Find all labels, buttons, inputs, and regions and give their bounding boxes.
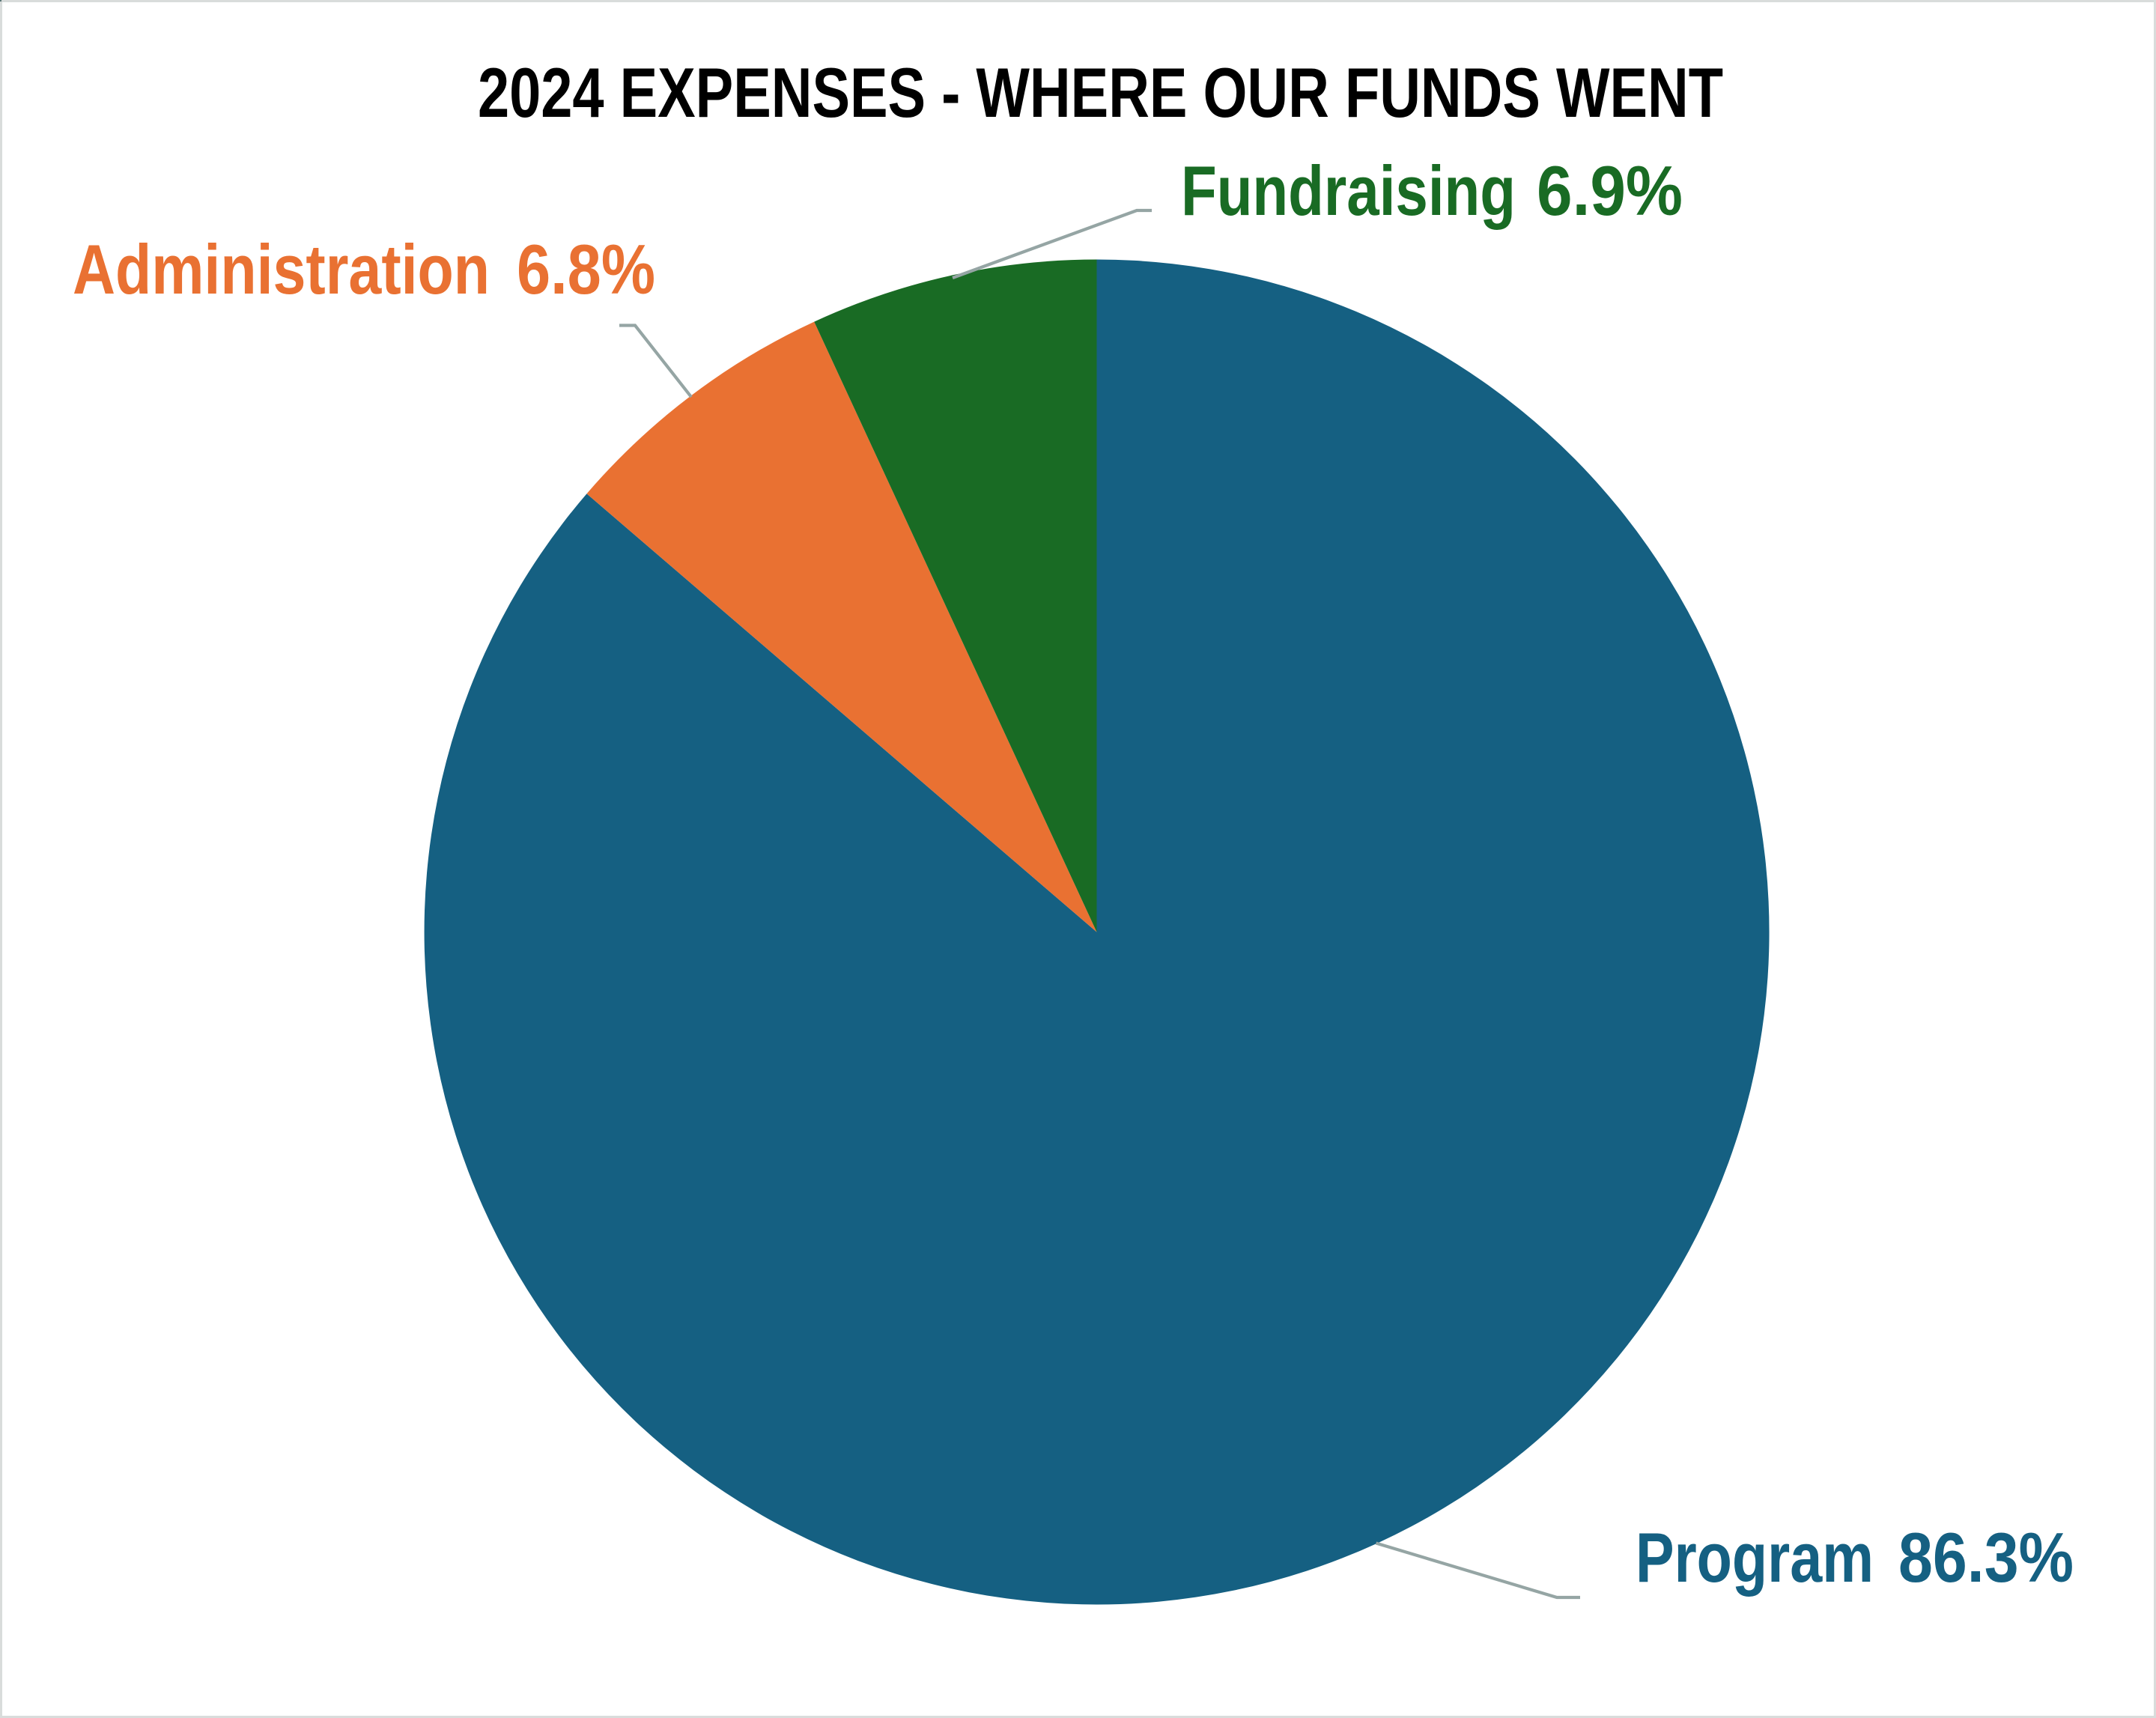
svg-text:Program: Program: [1636, 1518, 1874, 1597]
svg-text:6.8%: 6.8%: [517, 230, 655, 309]
svg-text:Administration: Administration: [73, 230, 490, 309]
svg-text:Fundraising: Fundraising: [1181, 151, 1516, 230]
svg-text:2024 EXPENSES - WHERE OUR FUND: 2024 EXPENSES - WHERE OUR FUNDS WENT: [478, 53, 1723, 132]
svg-text:6.9%: 6.9%: [1537, 151, 1683, 230]
svg-text:86.3%: 86.3%: [1898, 1518, 2074, 1597]
